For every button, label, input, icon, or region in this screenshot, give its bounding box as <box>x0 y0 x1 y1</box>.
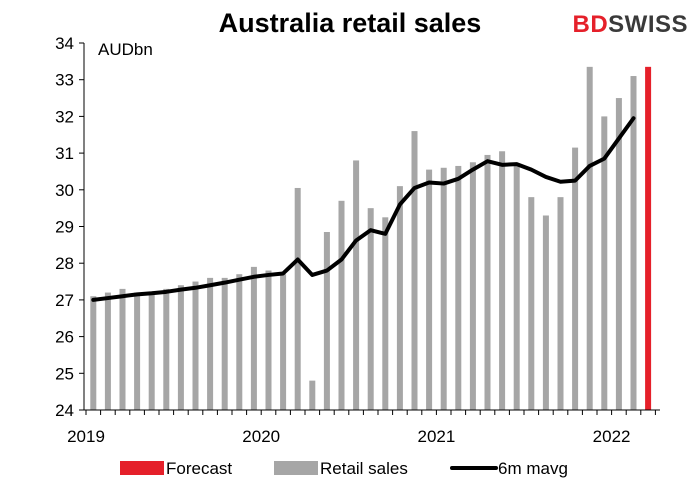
mavg-line <box>91 116 636 302</box>
retail-sales-bar <box>572 147 579 410</box>
y-tick-label: 33 <box>55 71 74 90</box>
retail-sales-bar <box>90 296 97 410</box>
legend-forecast-swatch <box>120 461 164 475</box>
x-tick-label: 2021 <box>417 427 455 446</box>
legend: Forecast Retail sales 6m mavg <box>120 459 568 478</box>
logo-part-swiss: SWISS <box>608 11 688 38</box>
retail-sales-bar <box>396 186 403 410</box>
retail-sales-bar <box>455 165 462 410</box>
retail-sales-bar <box>513 164 520 410</box>
y-tick-label: 34 <box>55 34 74 53</box>
y-tick-label: 25 <box>55 364 74 383</box>
bdswiss-logo: BDSWISS <box>572 11 688 39</box>
unit-label: AUDbn <box>98 40 153 59</box>
y-tick-label: 24 <box>55 401 74 420</box>
legend-retail-swatch <box>274 461 318 475</box>
retail-sales-bar <box>601 116 608 411</box>
retail-sales-bar <box>353 160 360 410</box>
retail-sales-bar <box>630 76 637 410</box>
retail-sales-bar <box>615 98 622 411</box>
retail-sales-bar <box>207 277 214 410</box>
mavg-line-layer <box>91 116 636 302</box>
retail-sales-bar <box>104 292 111 410</box>
retail-sales-bar <box>411 131 418 410</box>
retail-sales-bar <box>367 208 374 410</box>
legend-mavg-label: 6m mavg <box>498 459 568 478</box>
logo-part-bd: BD <box>572 11 609 38</box>
retail-sales-bar <box>323 232 330 410</box>
x-tick-label: 2020 <box>242 427 280 446</box>
forecast-bar <box>645 66 652 410</box>
retail-sales-bar <box>484 154 491 410</box>
retail-sales-bar <box>119 288 126 410</box>
retail-sales-bar <box>163 288 170 410</box>
retail-sales-bar <box>426 169 433 410</box>
legend-retail-label: Retail sales <box>320 459 408 478</box>
retail-sales-bar <box>280 274 287 410</box>
retail-sales-bar <box>294 187 301 410</box>
retail-sales-bar <box>440 167 447 410</box>
axes-layer: 24 25 26 27 28 29 30 31 32 33 34 2019 2020 2021 2022 AU… <box>55 34 660 446</box>
y-tick-label: 27 <box>55 291 74 310</box>
y-tick-label: 32 <box>55 107 74 126</box>
y-tick-label: 29 <box>55 218 74 237</box>
retail-sales-bar <box>542 215 549 410</box>
retail-sales-bar <box>265 270 272 410</box>
retail-sales-bar <box>148 292 155 410</box>
retail-sales-bar <box>338 200 345 410</box>
y-tick-label: 31 <box>55 144 74 163</box>
retail-sales-bar <box>309 380 316 410</box>
y-tick-label: 28 <box>55 254 74 273</box>
retail-sales-bar <box>469 162 476 410</box>
retail-sales-bar <box>192 281 199 410</box>
retail-sales-bar <box>177 285 184 410</box>
retail-sales-bar <box>221 277 228 410</box>
retail-sales-bar <box>250 266 257 410</box>
retail-sales-bar <box>382 217 389 410</box>
x-tick-label: 2019 <box>67 427 105 446</box>
retail-sales-bar <box>528 197 535 410</box>
retail-sales-bar <box>557 197 564 410</box>
retail-sales-bar <box>134 292 141 410</box>
y-tick-label: 26 <box>55 328 74 347</box>
retail-sales-bar <box>586 66 593 410</box>
y-tick-label: 30 <box>55 181 74 200</box>
x-tick-label: 2022 <box>593 427 631 446</box>
retail-sales-bar <box>499 151 506 410</box>
legend-forecast-label: Forecast <box>166 459 232 478</box>
chart-title: Australia retail sales <box>218 8 482 38</box>
retail-sales-bar <box>236 274 243 410</box>
bars-layer <box>90 66 652 411</box>
